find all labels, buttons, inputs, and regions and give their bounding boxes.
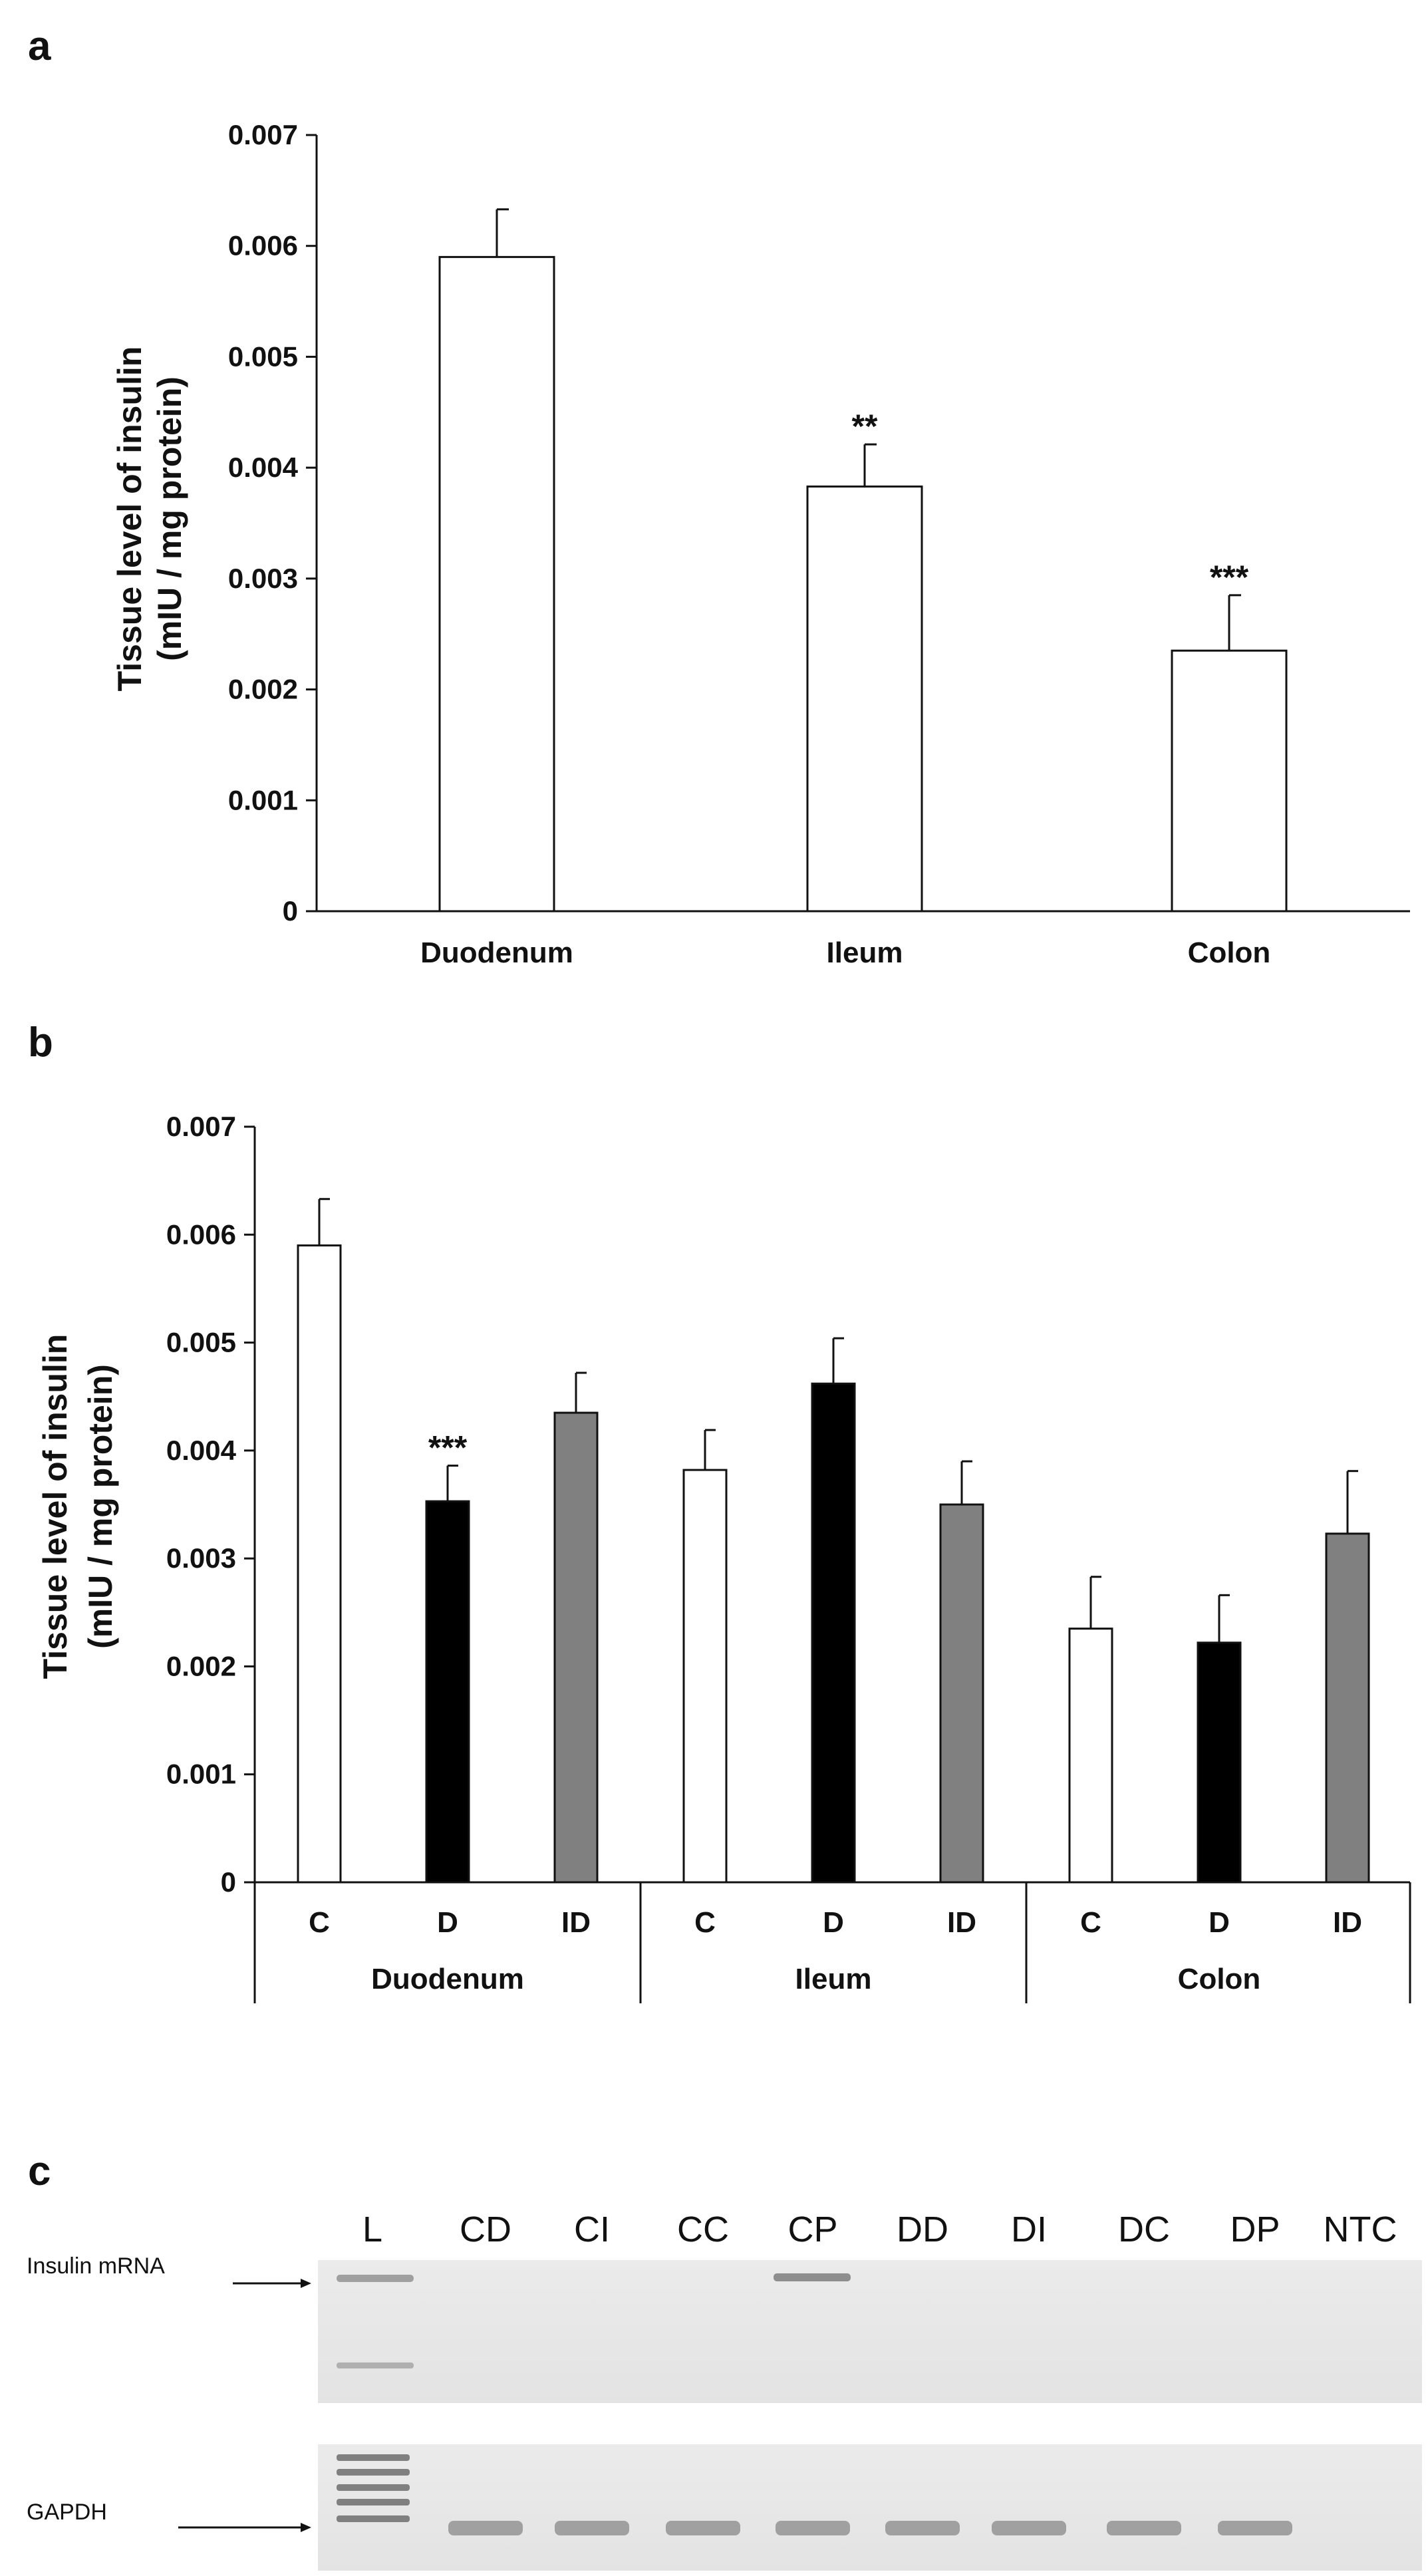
gel-gapdh (318, 2444, 1422, 2571)
chart-a-y-tick-label: 0.002 (228, 674, 298, 705)
chart-b-subcategory-label: C (1080, 1906, 1101, 1939)
chart-a-x-tick-label: Ileum (827, 936, 903, 969)
chart-b-bar (1197, 1642, 1242, 1884)
panel-letter-b: b (28, 1020, 53, 1066)
chart-a-y-tick-label: 0 (283, 895, 298, 927)
chart-b-subcategory-label: D (823, 1906, 844, 1939)
chart-b-bar (1325, 1532, 1370, 1884)
gel-lane-label: DD (897, 2210, 948, 2249)
gel-band-ladder (337, 2499, 410, 2505)
gel-lane-label: CI (574, 2210, 610, 2249)
gel-band-ladder-2 (337, 2362, 414, 2368)
gel-lane-label: CD (460, 2210, 511, 2249)
chart-b-bar (425, 1500, 470, 1884)
chart-b-y-tick-label: 0.002 (166, 1650, 236, 1681)
chart-a-bar (806, 485, 923, 913)
gel-band-ladder-1 (337, 2275, 414, 2282)
gel-row-label-gapdh: GAPDH (27, 2500, 107, 2525)
chart-a-ylabel-line2: (mIU / mg protein) (151, 376, 188, 661)
gel-lane-label: L (362, 2210, 382, 2249)
chart-a-ylabel-line1: Tissue level of insulin (111, 347, 148, 692)
gel-insulin (318, 2260, 1422, 2403)
chart-b-subcategory-label: ID (1333, 1906, 1362, 1939)
gel-band-ladder (337, 2469, 410, 2476)
gel-band-gapdh (666, 2521, 740, 2535)
chart-b-y-tick-label: 0.001 (166, 1759, 236, 1790)
gel-band-gapdh (1218, 2521, 1292, 2535)
chart-b-group-label: Ileum (795, 1963, 872, 1995)
chart-b-y-tick-label: 0.006 (166, 1218, 236, 1250)
chart-b: Tissue level of insulin (mIU / mg protei… (37, 1111, 1411, 2003)
chart-b-subcategory-label: C (694, 1906, 716, 1939)
chart-a-significance: *** (1210, 559, 1249, 596)
gel-band-gapdh (885, 2521, 960, 2535)
chart-b-subcategory-label: C (309, 1906, 330, 1939)
chart-b-y-tick-label: 0.007 (166, 1111, 236, 1142)
chart-b-y-tick-label: 0 (221, 1866, 236, 1898)
chart-b-ylabel-line2: (mIU / mg protein) (82, 1364, 119, 1649)
gel-band-ladder (337, 2484, 410, 2491)
chart-a: Tissue level of insulin (mIU / mg protei… (111, 119, 1410, 969)
chart-a-bar (1171, 649, 1288, 913)
gel-band-ladder (337, 2454, 410, 2461)
chart-a-x-tick-label: Colon (1188, 936, 1271, 969)
chart-a-y-tick-label: 0.001 (228, 784, 298, 815)
chart-a-bar (438, 255, 555, 913)
chart-b-subcategory-label: ID (947, 1906, 976, 1939)
gel-lane-label: DC (1118, 2210, 1170, 2249)
gel-band-gapdh (776, 2521, 850, 2535)
chart-a-y-tick-label: 0.004 (228, 452, 299, 483)
chart-a-y-tick-label: 0.005 (228, 341, 298, 372)
chart-b-bar (297, 1244, 342, 1884)
chart-b-subcategory-label: D (437, 1906, 458, 1939)
chart-b-group-label: Duodenum (371, 1963, 524, 1995)
chart-b-bar (682, 1469, 728, 1884)
gel-row-label-insulin: Insulin mRNA (27, 2253, 165, 2279)
chart-a-y-tick-label: 0.007 (228, 119, 298, 150)
gel-band-gapdh (555, 2521, 629, 2535)
gel-lane-label: DP (1230, 2210, 1280, 2249)
panel-letter-a: a (28, 23, 51, 69)
gel-band-gapdh (992, 2521, 1066, 2535)
gel-band-ladder (337, 2515, 410, 2522)
chart-a-y-tick-label: 0.006 (228, 230, 298, 261)
chart-a-significance: ** (852, 408, 878, 445)
chart-b-bar (811, 1382, 856, 1884)
chart-b-significance: *** (428, 1429, 468, 1467)
gel-band-gapdh (448, 2521, 523, 2535)
gel-arrowhead-insulin (301, 2279, 311, 2288)
gel-lane-label: CC (677, 2210, 729, 2249)
gel-lane-label: DI (1011, 2210, 1047, 2249)
chart-b-group-label: Colon (1178, 1963, 1261, 1995)
chart-b-bar (553, 1411, 599, 1884)
chart-b-subcategory-label: ID (561, 1906, 591, 1939)
panel-letter-c: c (28, 2148, 51, 2194)
gel-gapdh-bands (337, 2454, 1292, 2535)
gel-band-gapdh (1107, 2521, 1181, 2535)
gel-panel: L CD CI CC CP DD DI DC DP NTC Insulin mRNA GAPDH (27, 2210, 1422, 2571)
gel-lane-labels: L CD CI CC CP DD DI DC DP NTC (362, 2210, 1397, 2249)
chart-a-x-tick-label: Duodenum (420, 936, 573, 969)
gel-lane-label: NTC (1324, 2210, 1397, 2249)
chart-b-subcategory-label: D (1209, 1906, 1230, 1939)
chart-b-y-tick-label: 0.005 (166, 1327, 236, 1358)
chart-b-y-tick-label: 0.003 (166, 1542, 236, 1574)
chart-b-bar (1068, 1628, 1113, 1884)
gel-arrowhead-gapdh (301, 2523, 311, 2532)
chart-b-y-tick-label: 0.004 (166, 1435, 237, 1466)
chart-b-bar (939, 1503, 984, 1884)
chart-b-ylabel-line1: Tissue level of insulin (37, 1334, 74, 1679)
gel-lane-label: CP (787, 2210, 837, 2249)
gel-band-insulin-cp (774, 2273, 851, 2281)
chart-a-y-tick-label: 0.003 (228, 563, 298, 594)
